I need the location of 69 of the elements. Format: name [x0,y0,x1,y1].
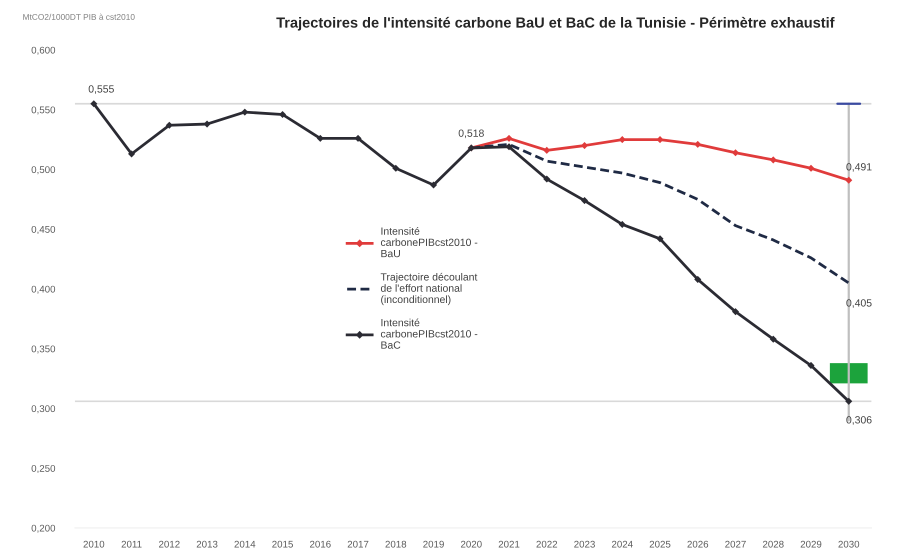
point [430,182,437,188]
point [808,165,814,172]
x-tick-label: 2011 [122,540,142,548]
data-label: 0,405 [846,299,872,308]
y-tick-label: 0,550 [32,106,56,114]
data-label: 0,518 [458,129,484,138]
point [732,149,739,156]
point [581,142,588,149]
x-tick-label: 2016 [310,540,331,548]
x-tick-label: 2020 [460,540,482,548]
point [506,144,512,150]
x-tick-label: 2026 [687,540,708,548]
data-label: 0,491 [846,163,872,172]
point [354,135,362,142]
point [581,197,588,204]
x-tick-label: 2012 [158,540,180,548]
point [770,156,777,164]
x-tick-label: 2025 [650,540,670,548]
point [846,398,852,405]
y-tick-label: 0,600 [32,46,56,55]
legend-label: Intensité carbonePIBcst2010 - BaU [380,227,478,258]
y-tick-label: 0,500 [32,166,56,174]
data-label: 0,306 [846,416,872,425]
point [619,221,626,228]
y-tick-label: 0,300 [32,405,56,414]
point [770,336,777,342]
x-tick-label: 2027 [725,540,746,548]
x-tick-label: 2028 [762,540,784,548]
y-tick-label: 0,450 [32,226,56,234]
legend-label: Intensité carbonePIBcst2010 - BaC [380,318,478,349]
x-tick-label: 2019 [423,540,444,548]
point [544,176,550,182]
x-tick-label: 2029 [800,540,822,548]
x-tick-label: 2013 [196,540,218,548]
x-tick-label: 2017 [348,540,368,548]
point [732,308,739,315]
point [846,176,852,184]
y-tick-label: 0,250 [32,464,56,473]
x-tick-label: 2021 [498,540,520,548]
point [392,165,400,172]
x-tick-label: 2022 [536,540,558,548]
point [619,136,626,143]
x-tick-label: 2018 [385,540,406,548]
chart-title: Trajectoires de l'intensité carbone BaU et BaC de la Tunisie - Périmètre exhaustif [276,16,835,31]
y-tick-label: 0,400 [32,286,56,294]
x-tick-label: 2015 [272,540,293,548]
x-tick-label: 2010 [84,540,104,548]
point [694,141,702,148]
y-axis-title: MtCO2/1000DT PIB à cst2010 [23,14,135,20]
x-tick-label: 2014 [234,540,256,548]
point [656,136,664,143]
point [544,147,550,154]
x-tick-label: 2023 [574,540,595,548]
y-tick-label: 0,200 [32,524,56,533]
x-tick-label: 2024 [612,540,633,548]
point [808,362,814,369]
point [242,108,248,116]
point [204,120,210,128]
point [317,135,324,142]
data-label: 0,555 [88,85,114,94]
point [90,100,98,107]
point [128,150,135,158]
point [506,135,512,142]
point [279,111,286,118]
y-tick-label: 0,350 [32,345,56,354]
x-tick-label: 2030 [838,540,860,548]
legend-label: Trajectoire découlant de l'effort national (inconditionnel) [380,272,478,306]
point [656,236,664,242]
point [694,276,702,283]
